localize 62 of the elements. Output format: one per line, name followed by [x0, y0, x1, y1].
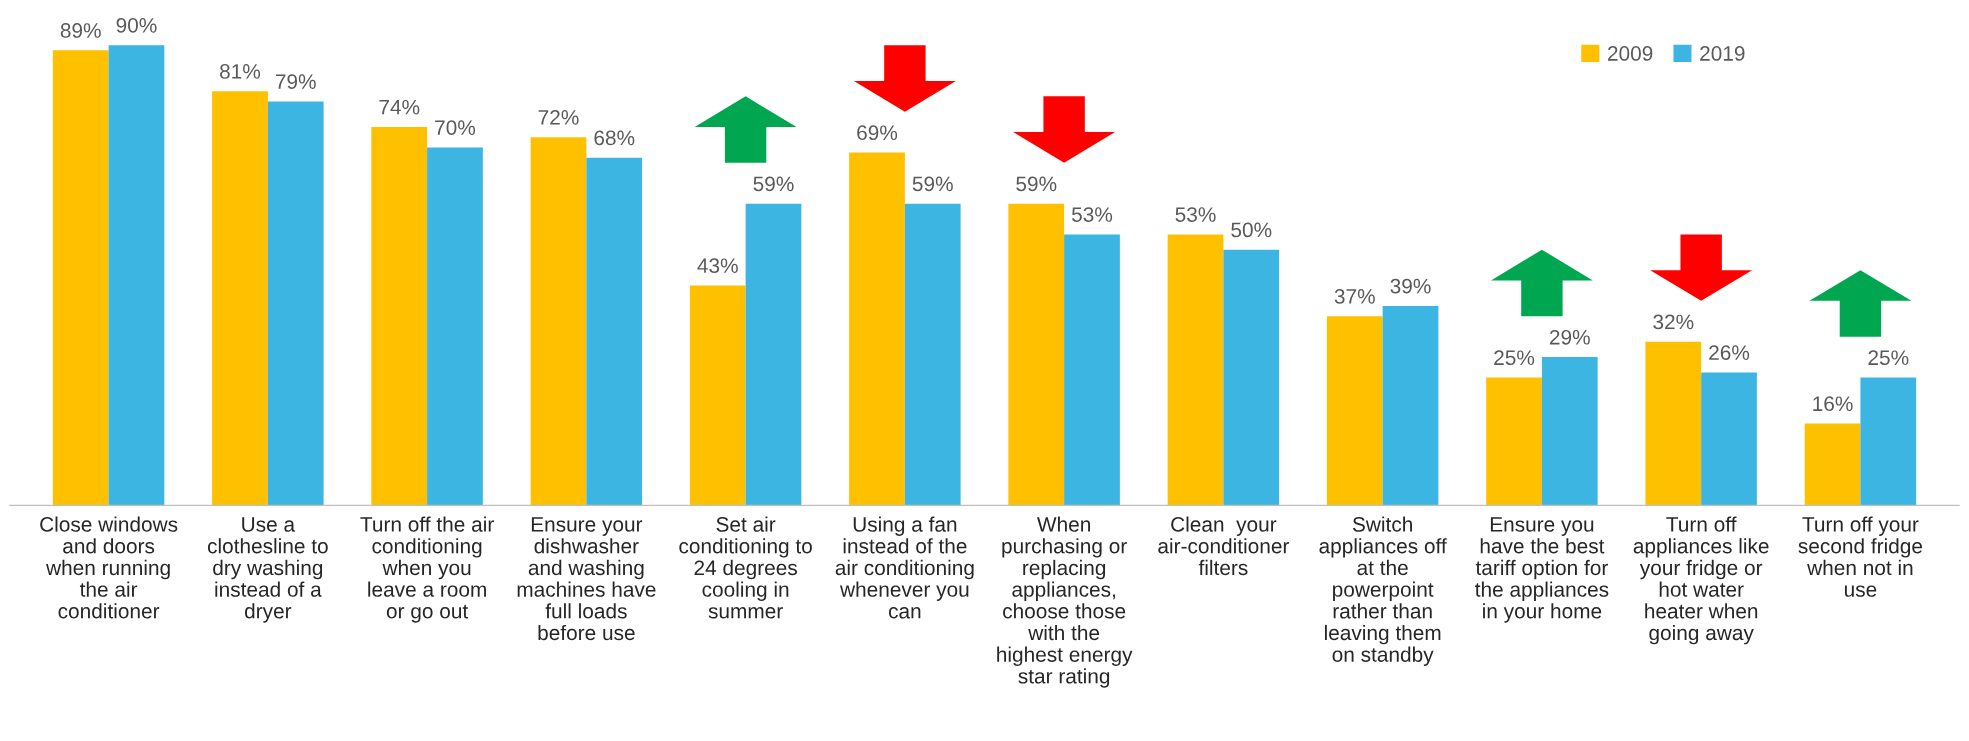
data-label: 50%: [1231, 222, 1272, 238]
bar: [1008, 203, 1065, 506]
data-label: 25%: [1868, 350, 1909, 366]
data-label: 29%: [1549, 329, 1590, 345]
data-label: 69%: [857, 125, 898, 141]
bar: [1701, 372, 1757, 506]
x-tick-label: Ensure you have the best tariff option for the appliances in your home: [1475, 517, 1609, 623]
data-label: 81%: [220, 64, 261, 79]
x-tick-label: Use a clothesline to dry washing instead of a dryer: [207, 517, 328, 623]
bar: [1860, 377, 1917, 506]
bar: [904, 203, 961, 506]
bar: [1326, 316, 1383, 506]
data-label: 53%: [1175, 207, 1216, 222]
data-label: 25%: [1494, 350, 1535, 366]
bar: [689, 285, 746, 506]
data-label: 59%: [912, 176, 953, 192]
data-label: 37%: [1334, 288, 1375, 304]
x-tick-label: Switch appliances off at the powerpoint rather than leaving them on standby: [1319, 516, 1447, 666]
bar: [1223, 249, 1280, 506]
x-tick-label: When purchasing or replacing appliances, choose those with the highest energy star rating: [997, 516, 1133, 688]
x-tick-label: Turn off appliances like your fridge or hot water heater when going away: [1633, 516, 1769, 645]
data-label: 72%: [538, 110, 579, 125]
x-tick-label: Using a fan instead of the air conditioning whenever you can: [835, 516, 974, 619]
data-label: 89%: [60, 23, 101, 38]
bar: [1541, 357, 1598, 506]
bar: [1167, 234, 1224, 506]
bar: [108, 45, 165, 506]
bar: [1486, 377, 1542, 506]
data-label: 32%: [1653, 314, 1694, 330]
legend-label: 2019: [1700, 46, 1745, 61]
bar: [427, 147, 483, 506]
x-tick-label: Ensure your dishwasher and washing machines have full loads before use: [517, 517, 656, 641]
data-label: 39%: [1390, 278, 1431, 294]
data-label: 59%: [753, 176, 794, 192]
x-tick-label: Clean your air-conditioner filters: [1158, 516, 1290, 576]
bar: [212, 91, 268, 506]
bar: [52, 50, 109, 506]
data-label: 74%: [379, 99, 420, 115]
bar: [1804, 423, 1861, 506]
bar: [586, 157, 643, 506]
data-label: 90%: [116, 17, 157, 33]
x-tick-label: Turn off the air conditioning when you leave a room or go out: [360, 516, 494, 623]
bar: [1382, 305, 1439, 506]
data-label: 79%: [275, 74, 316, 89]
data-label: 53%: [1071, 207, 1113, 222]
data-label: 70%: [435, 120, 476, 136]
data-label: 59%: [1016, 176, 1057, 192]
x-tick-label: Turn off your second fridge when not in use: [1798, 516, 1923, 597]
data-label: 16%: [1813, 396, 1853, 412]
data-label: 26%: [1709, 345, 1750, 360]
legend-label: 2009: [1608, 46, 1653, 61]
bar: [530, 137, 587, 506]
bar: [745, 203, 802, 506]
bar: [1064, 234, 1120, 506]
data-label: 43%: [697, 258, 738, 274]
data-label: 68%: [594, 130, 635, 146]
bar: [371, 127, 428, 506]
x-tick-label: Set air conditioning to 24 degrees cooling in summer: [679, 516, 812, 619]
bar: [1645, 341, 1702, 506]
bar: [267, 101, 324, 506]
x-tick-label: Close windows and doors when running the air conditioner: [40, 516, 178, 619]
bar: [849, 152, 905, 506]
